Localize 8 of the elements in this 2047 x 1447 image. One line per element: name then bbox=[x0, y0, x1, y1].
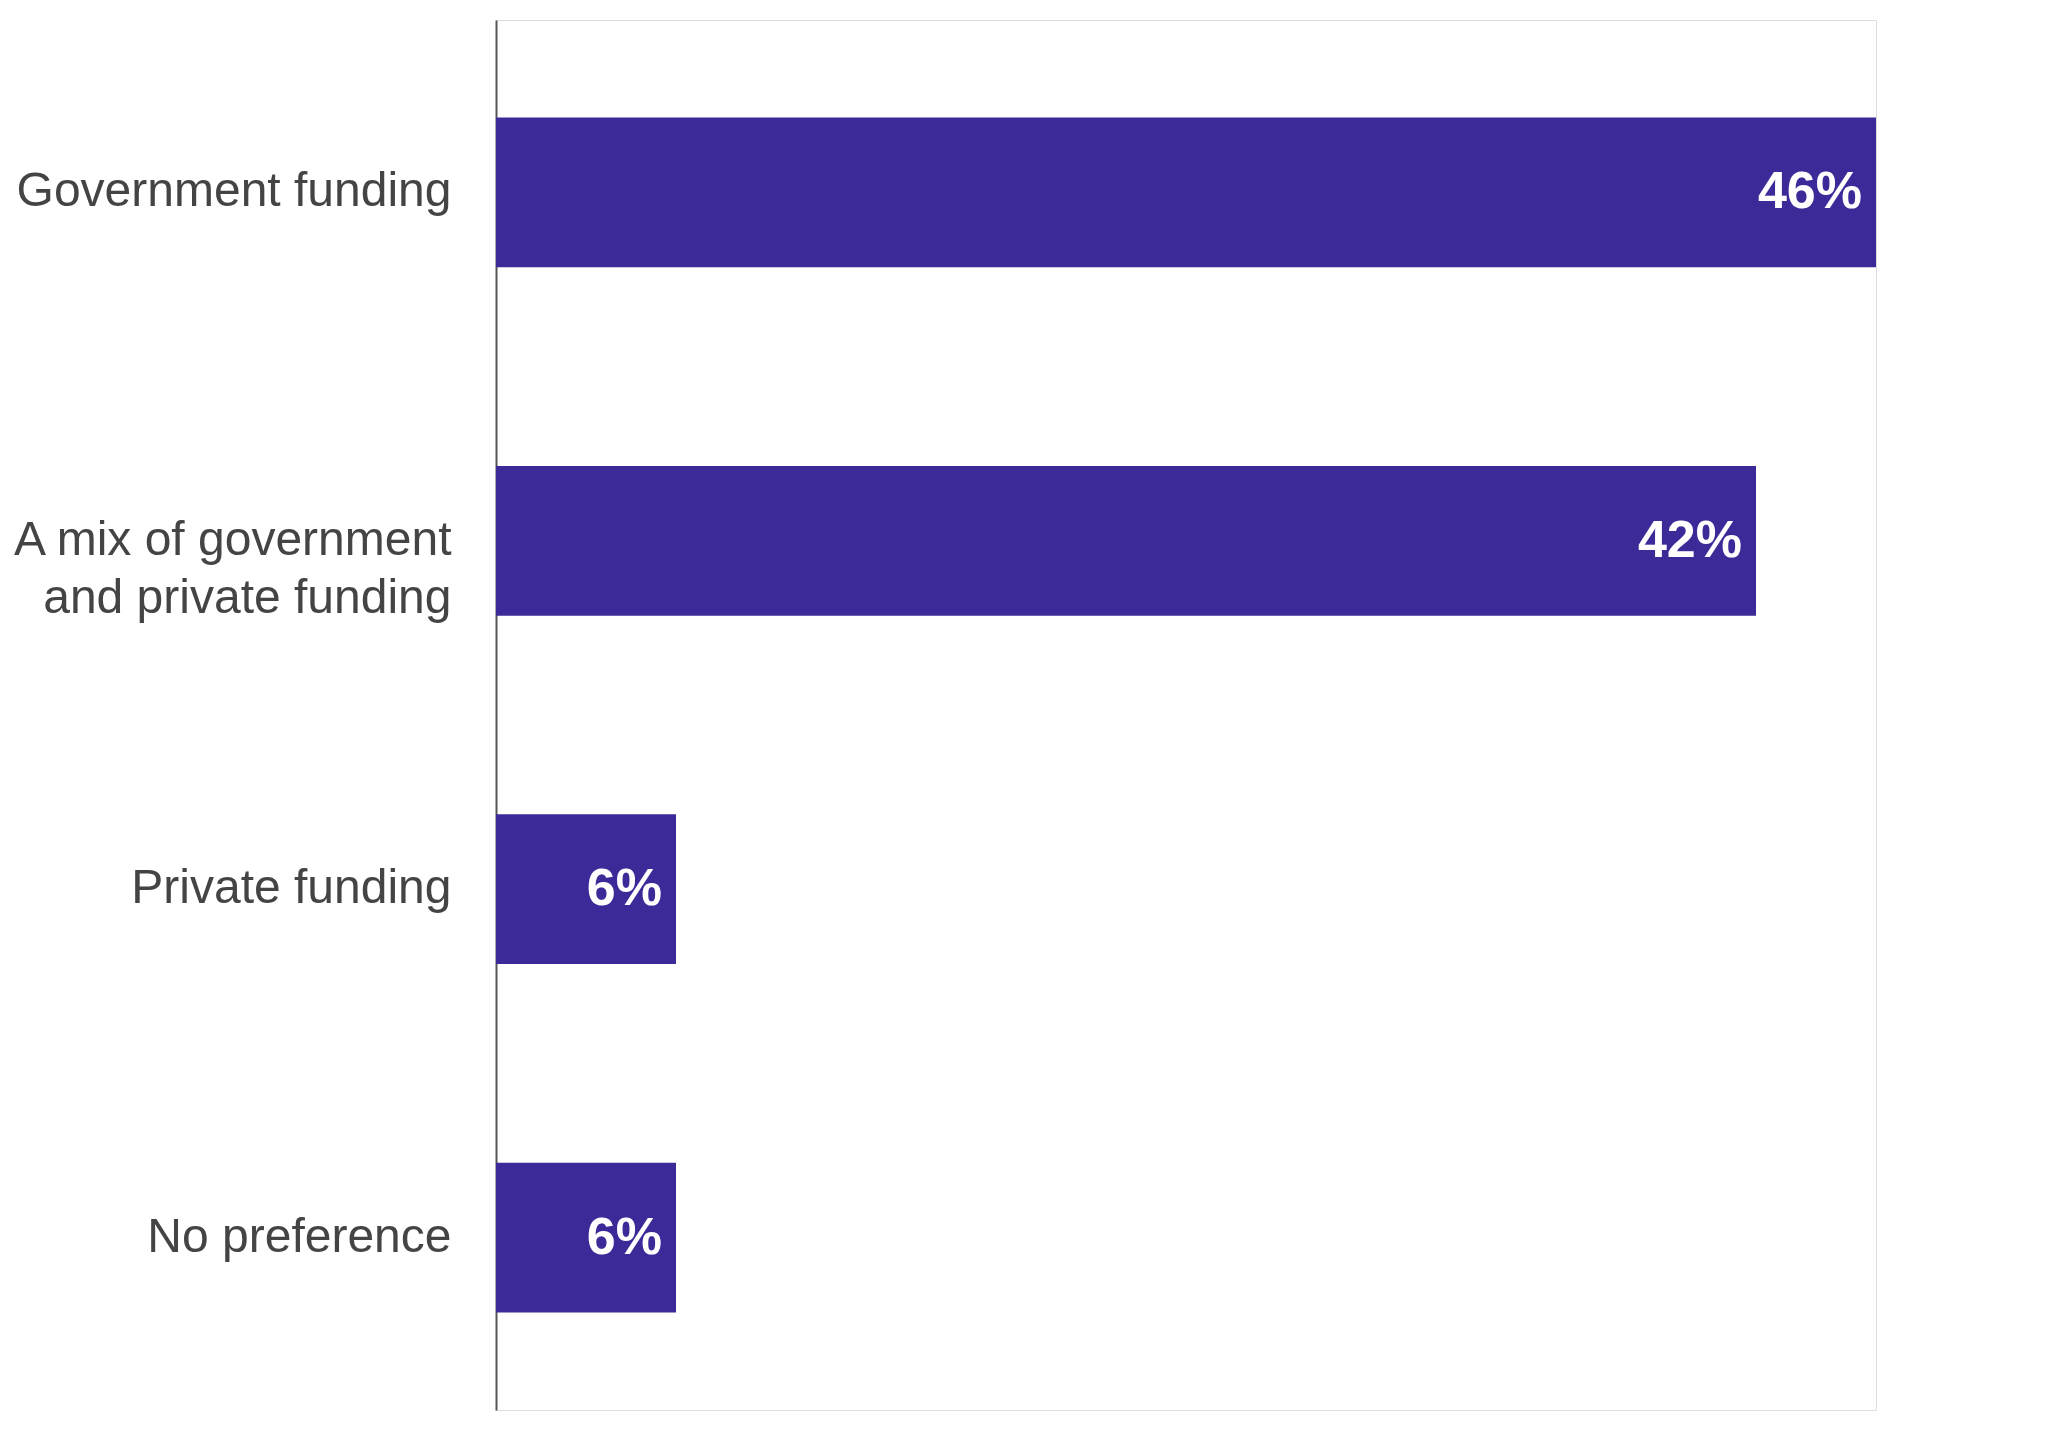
data-label: 6% bbox=[586, 1206, 662, 1265]
data-label: 42% bbox=[1637, 509, 1742, 568]
y-tick-label: Government funding bbox=[16, 163, 452, 217]
y-tick-label: Private funding bbox=[131, 860, 452, 914]
data-label: 6% bbox=[586, 858, 662, 917]
y-tick-label: No preference bbox=[147, 1208, 452, 1262]
y-tick-label: A mix of government and private funding bbox=[13, 511, 452, 623]
data-label: 46% bbox=[1757, 161, 1862, 220]
